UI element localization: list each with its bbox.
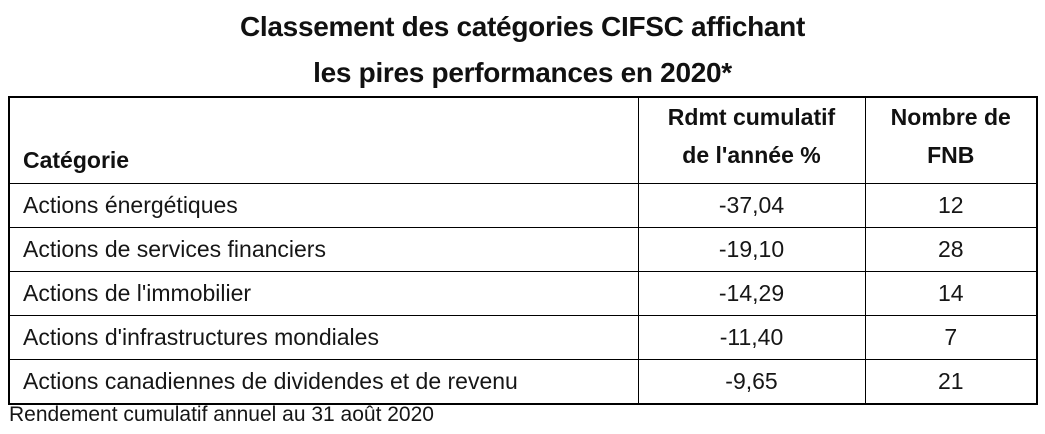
column-header-cumulative-return: Rdmt cumulatif de l'année % [637, 96, 866, 184]
column-header-count-line-1: Nombre de [890, 104, 1011, 130]
category-cell: Actions énergétiques [8, 183, 639, 228]
table-header-row: Catégorie Rdmt cumulatif de l'année % No… [8, 96, 1038, 184]
return-cell: -11,40 [637, 315, 866, 360]
column-header-return-line-2: de l'année % [682, 142, 821, 168]
figure-title-line-1: Classement des catégories CIFSC affichan… [240, 11, 805, 42]
cifsc-ranking-table: Catégorie Rdmt cumulatif de l'année % No… [8, 96, 1038, 405]
category-cell: Actions de services financiers [8, 227, 639, 272]
table-row: Actions énergétiques -37,04 12 [8, 183, 1038, 228]
column-header-return-line-1: Rdmt cumulatif [667, 104, 836, 130]
category-cell: Actions d'infrastructures mondiales [8, 315, 639, 360]
footnote: Rendement cumulatif annuel au 31 août 20… [9, 403, 434, 426]
table-row: Actions canadiennes de dividendes et de … [8, 359, 1038, 404]
count-cell: 7 [864, 315, 1038, 360]
category-cell: Actions de l'immobilier [8, 271, 639, 316]
count-cell: 12 [864, 183, 1038, 228]
figure-title-line-2: les pires performances en 2020* [313, 57, 732, 88]
return-cell: -14,29 [637, 271, 866, 316]
count-cell: 28 [864, 227, 1038, 272]
return-cell: -37,04 [637, 183, 866, 228]
column-header-count-line-2: FNB [927, 142, 975, 168]
column-header-etf-count: Nombre de FNB [864, 96, 1038, 184]
return-cell: -19,10 [637, 227, 866, 272]
column-header-category: Catégorie [8, 96, 639, 184]
figure-title: Classement des catégories CIFSC affichan… [0, 0, 1045, 96]
table-row: Actions de services financiers -19,10 28 [8, 227, 1038, 272]
table-row: Actions d'infrastructures mondiales -11,… [8, 315, 1038, 360]
count-cell: 14 [864, 271, 1038, 316]
category-cell: Actions canadiennes de dividendes et de … [8, 359, 639, 404]
table-row: Actions de l'immobilier -14,29 14 [8, 271, 1038, 316]
count-cell: 21 [864, 359, 1038, 404]
return-cell: -9,65 [637, 359, 866, 404]
